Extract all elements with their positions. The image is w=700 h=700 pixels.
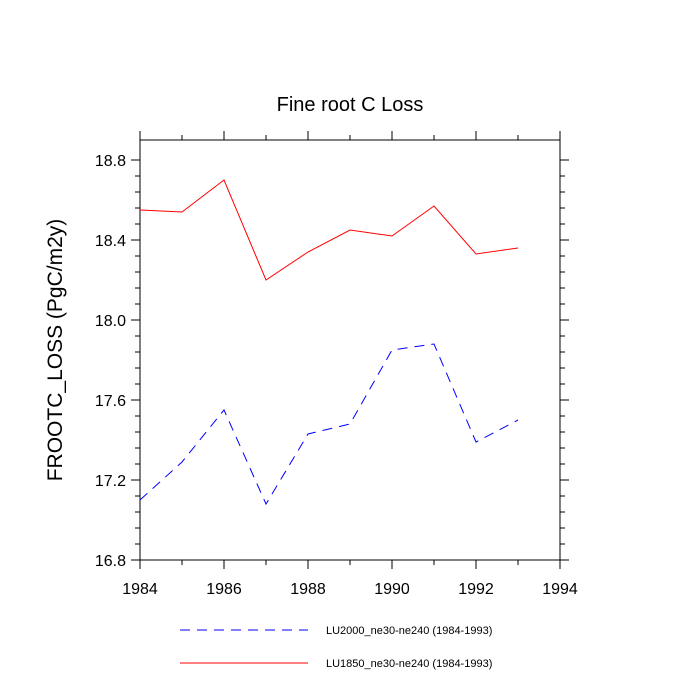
axis-tick-labels: 1984 1986 1988 1990 1992 1994 16.8 17.2 17.6 18.0… — [95, 153, 578, 598]
x-tick-label: 1984 — [122, 581, 158, 598]
series-line-lu2000 — [139, 343, 519, 506]
plot-frame — [139, 139, 561, 561]
legend-label-lu1850: LU1850_ne30-ne240 (1984-1993) — [326, 658, 492, 670]
y-tick-label: 18.8 — [95, 153, 126, 170]
x-tick-label: 1994 — [542, 581, 578, 598]
legend: LU2000_ne30-ne240 (1984-1993) LU1850_ne3… — [180, 625, 492, 670]
y-axis-label: FROOTC_LOSS (PgC/m2y) — [44, 219, 67, 482]
series-line-lu1850 — [139, 179, 519, 281]
x-tick-label: 1992 — [458, 581, 494, 598]
y-tick-label: 17.2 — [95, 473, 126, 490]
y-tick-label: 16.8 — [95, 553, 126, 570]
x-tick-label: 1988 — [290, 581, 326, 598]
plot-area — [139, 139, 561, 561]
y-tick-label: 18.4 — [95, 233, 126, 250]
y-tick-label: 17.6 — [95, 393, 126, 410]
chart-title: Fine root C Loss — [277, 94, 424, 116]
x-tick-label: 1990 — [374, 581, 410, 598]
y-tick-label: 18.0 — [95, 313, 126, 330]
x-tick-label: 1986 — [206, 581, 242, 598]
legend-label-lu2000: LU2000_ne30-ne240 (1984-1993) — [326, 625, 492, 637]
series-lines — [139, 179, 519, 506]
axis-ticks — [131, 131, 569, 569]
